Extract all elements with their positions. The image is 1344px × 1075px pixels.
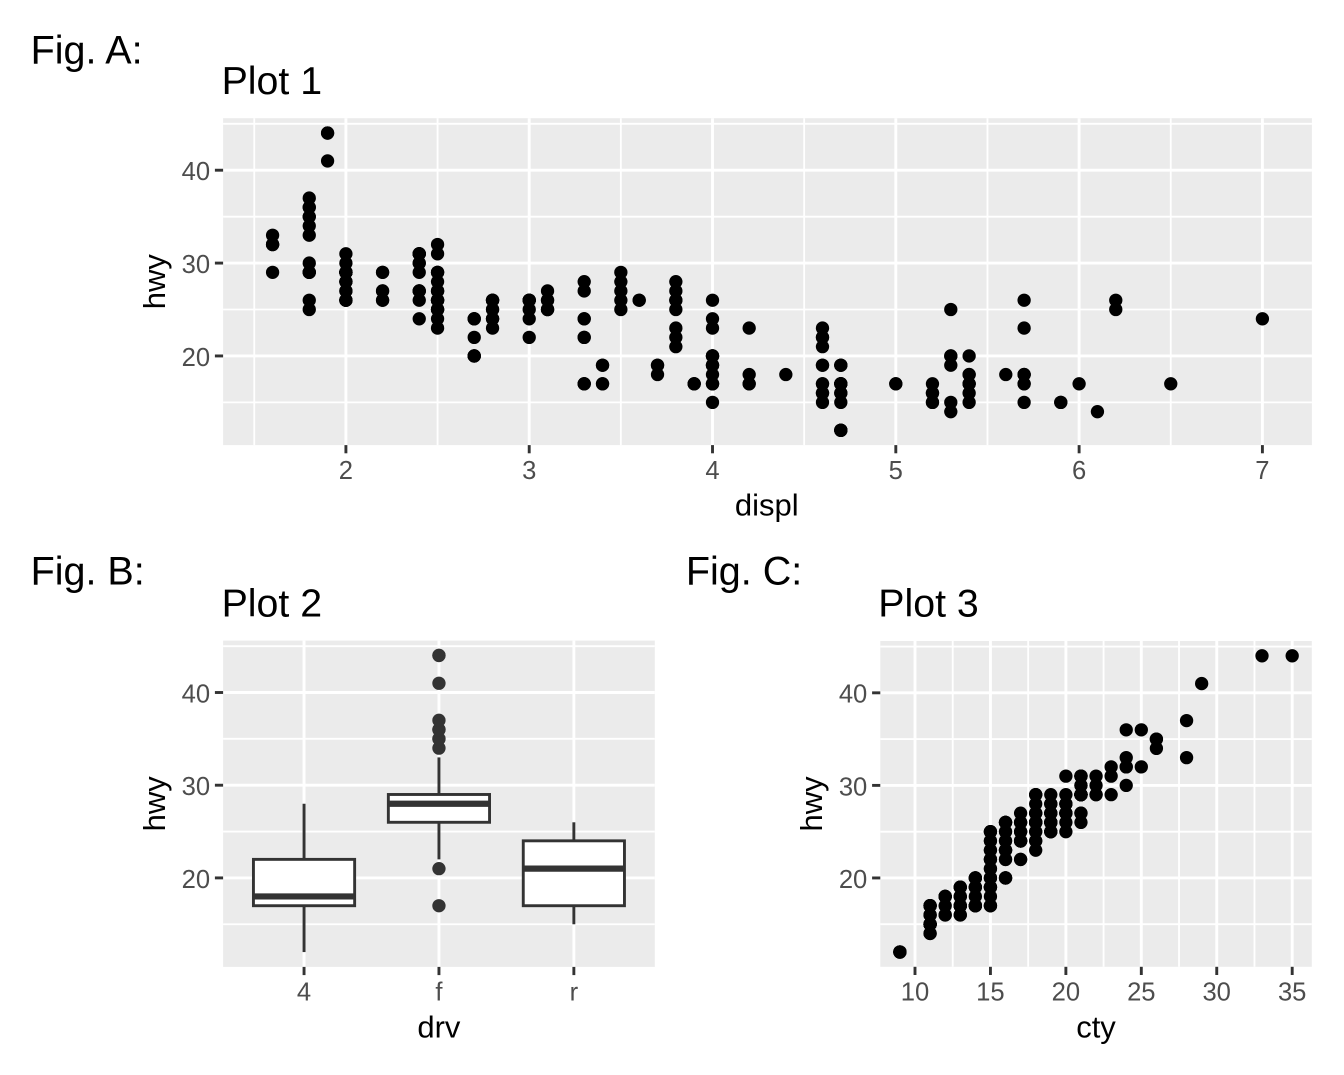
svg-text:hwy: hwy [794,776,829,832]
svg-text:3: 3 [522,457,536,485]
svg-text:Plot 2: Plot 2 [222,581,323,625]
svg-text:35: 35 [1278,979,1306,1007]
svg-text:r: r [570,979,579,1007]
svg-text:Plot 3: Plot 3 [878,581,979,625]
svg-text:Fig. C:: Fig. C: [686,550,802,594]
svg-text:Fig. A:: Fig. A: [31,29,143,73]
svg-text:40: 40 [839,681,867,709]
svg-text:20: 20 [182,344,210,372]
svg-text:30: 30 [839,773,867,801]
svg-text:15: 15 [976,979,1004,1007]
svg-text:6: 6 [1072,457,1086,485]
svg-text:2: 2 [339,457,353,485]
svg-text:20: 20 [1052,979,1080,1007]
svg-text:30: 30 [182,251,210,279]
svg-text:30: 30 [182,773,210,801]
svg-text:30: 30 [1202,979,1230,1007]
svg-text:drv: drv [417,1009,461,1044]
svg-text:cty: cty [1076,1009,1116,1044]
svg-text:hwy: hwy [137,254,172,310]
svg-text:40: 40 [182,680,210,708]
svg-text:displ: displ [735,488,799,523]
svg-text:10: 10 [901,979,929,1007]
svg-text:Fig. B:: Fig. B: [31,550,145,594]
svg-text:f: f [435,979,443,1007]
svg-text:25: 25 [1127,979,1155,1007]
svg-text:7: 7 [1255,457,1269,485]
svg-text:20: 20 [182,866,210,894]
svg-text:hwy: hwy [137,776,172,832]
svg-text:20: 20 [839,866,867,894]
svg-text:5: 5 [889,457,903,485]
svg-text:40: 40 [182,158,210,186]
svg-text:4: 4 [297,979,311,1007]
svg-text:4: 4 [705,457,719,485]
svg-text:Plot 1: Plot 1 [222,59,323,103]
